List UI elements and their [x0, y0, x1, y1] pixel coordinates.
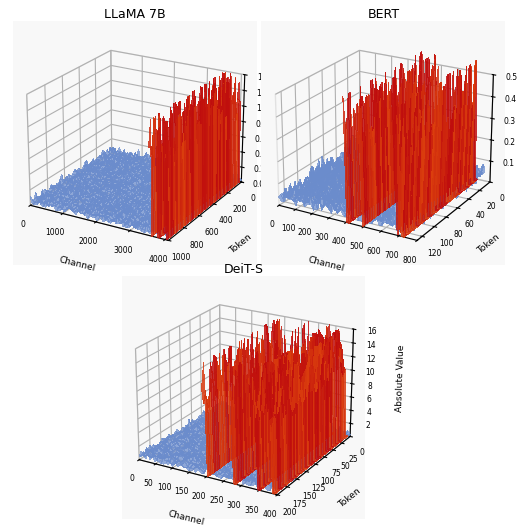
Title: DeiT-S: DeiT-S — [223, 262, 264, 276]
Title: LLaMA 7B: LLaMA 7B — [104, 8, 165, 21]
Y-axis label: Token: Token — [476, 233, 502, 255]
Y-axis label: Token: Token — [227, 233, 253, 255]
Y-axis label: Token: Token — [336, 487, 362, 510]
X-axis label: Channel: Channel — [167, 509, 205, 527]
X-axis label: Channel: Channel — [307, 255, 345, 273]
X-axis label: Channel: Channel — [58, 255, 96, 273]
Title: BERT: BERT — [367, 8, 399, 21]
